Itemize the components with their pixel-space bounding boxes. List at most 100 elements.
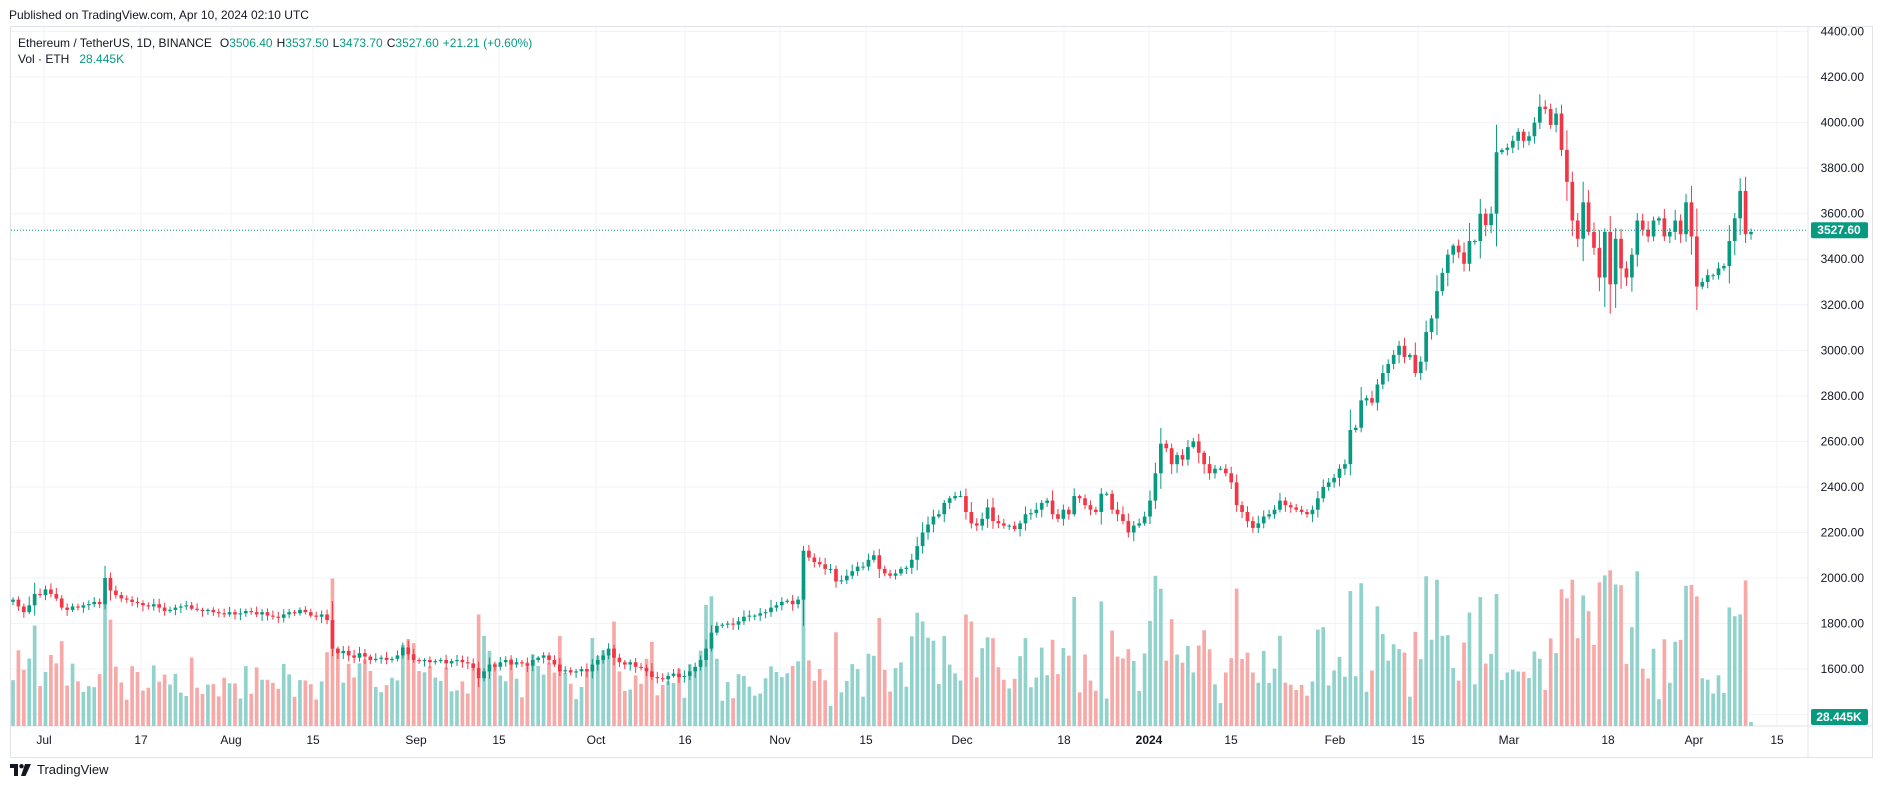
candle-body xyxy=(541,655,546,658)
volume-bar xyxy=(200,694,205,726)
volume-bar xyxy=(1516,671,1521,726)
candle-body xyxy=(465,662,470,664)
volume-bar xyxy=(1251,672,1255,726)
volume-bar xyxy=(1505,672,1510,726)
volume-bar xyxy=(617,671,622,726)
volume-bar xyxy=(1391,644,1396,726)
candle-body xyxy=(1738,190,1743,219)
tradingview-brand[interactable]: TradingView xyxy=(10,762,109,777)
candle-body xyxy=(1402,345,1407,358)
volume-bar xyxy=(742,675,746,726)
volume-label[interactable]: Vol · ETH xyxy=(18,52,70,66)
volume-bar xyxy=(774,671,779,726)
candle-body xyxy=(1667,231,1672,237)
volume-bar xyxy=(1483,663,1488,726)
volume-bar xyxy=(65,685,69,726)
volume-bar xyxy=(964,614,968,726)
candle-body xyxy=(292,612,297,614)
tradingview-logo-icon xyxy=(10,763,31,776)
candle-body xyxy=(308,612,313,616)
candle-body xyxy=(1169,448,1174,465)
volume-bar xyxy=(1191,672,1196,726)
volume-bar xyxy=(1413,631,1418,726)
volume-bar xyxy=(1094,690,1098,726)
symbol-label[interactable]: Ethereum / TetherUS, 1D, BINANCE xyxy=(18,36,212,50)
volume-bar xyxy=(671,683,676,726)
candle-body xyxy=(1094,509,1098,512)
volume-bar xyxy=(411,643,416,726)
volume-bar xyxy=(292,696,297,726)
close-value: 3527.60 xyxy=(395,36,439,50)
volume-bar xyxy=(915,612,920,726)
volume-bar xyxy=(368,670,373,726)
candle-body xyxy=(1505,147,1510,150)
candle-body xyxy=(1559,113,1564,150)
volume-bar xyxy=(1001,679,1006,726)
candle-body xyxy=(1045,500,1049,503)
candle-body xyxy=(1256,523,1261,528)
last-price-label: 3527.60 xyxy=(1817,223,1861,237)
candle-body xyxy=(1640,220,1645,230)
volume-bar xyxy=(687,664,692,726)
volume-bar xyxy=(541,674,546,726)
volume-bar xyxy=(54,663,59,726)
candle-body xyxy=(135,601,140,604)
candle-body xyxy=(281,614,286,618)
volume-bar xyxy=(346,663,351,726)
volume-bar xyxy=(406,638,411,726)
candle-body xyxy=(693,666,698,672)
volume-bar xyxy=(1727,607,1732,726)
volume-bar xyxy=(1608,570,1613,726)
candle-body xyxy=(1716,268,1721,276)
time-axis-label: 15 xyxy=(492,733,506,747)
candle-body xyxy=(330,620,335,649)
volume-bar xyxy=(1267,682,1271,726)
candle-body xyxy=(1570,181,1575,221)
candle-body xyxy=(1543,106,1548,109)
candle-body xyxy=(974,523,979,526)
volume-bar xyxy=(238,698,243,726)
candle-body xyxy=(103,578,107,605)
volume-bar xyxy=(855,669,860,726)
candle-body xyxy=(1164,443,1169,449)
candle-body xyxy=(725,623,730,625)
price-axis-label: 3600.00 xyxy=(1821,207,1865,221)
volume-bar xyxy=(812,680,817,726)
candle-body xyxy=(38,593,42,596)
volume-bar xyxy=(1565,598,1569,726)
volume-bar xyxy=(1066,655,1071,726)
volume-bar xyxy=(980,648,985,726)
candle-body xyxy=(1191,441,1196,448)
volume-bar xyxy=(1110,630,1114,726)
volume-bar xyxy=(622,690,627,726)
candle-body xyxy=(579,669,584,672)
time-axis-label: Nov xyxy=(769,733,790,747)
volume-bar xyxy=(1375,606,1380,726)
volume-bar xyxy=(1310,681,1315,726)
low-value: 3473.70 xyxy=(339,36,383,50)
candle-body xyxy=(633,662,638,667)
volume-bar xyxy=(1061,647,1066,726)
time-axis-label: 15 xyxy=(859,733,873,747)
volume-bar xyxy=(314,699,319,726)
candle-body xyxy=(108,578,113,591)
volume-bar xyxy=(1651,648,1656,726)
volume-bar xyxy=(287,674,291,726)
volume-bar xyxy=(1294,690,1299,726)
candle-body xyxy=(325,614,329,621)
volume-bar xyxy=(985,637,990,726)
time-axis-label: 15 xyxy=(1770,733,1784,747)
volume-bar xyxy=(162,674,167,726)
volume-bar xyxy=(179,692,183,726)
candle-body xyxy=(1218,468,1223,470)
volume-bar xyxy=(1261,650,1266,726)
volume-bar xyxy=(601,650,606,726)
volume-bar xyxy=(1397,649,1401,726)
candle-body xyxy=(1732,218,1737,242)
candle-body xyxy=(59,598,64,608)
candle-body xyxy=(1548,108,1553,125)
volume-bar xyxy=(937,684,941,726)
candle-body xyxy=(1445,254,1450,273)
candle-body xyxy=(1332,477,1336,483)
